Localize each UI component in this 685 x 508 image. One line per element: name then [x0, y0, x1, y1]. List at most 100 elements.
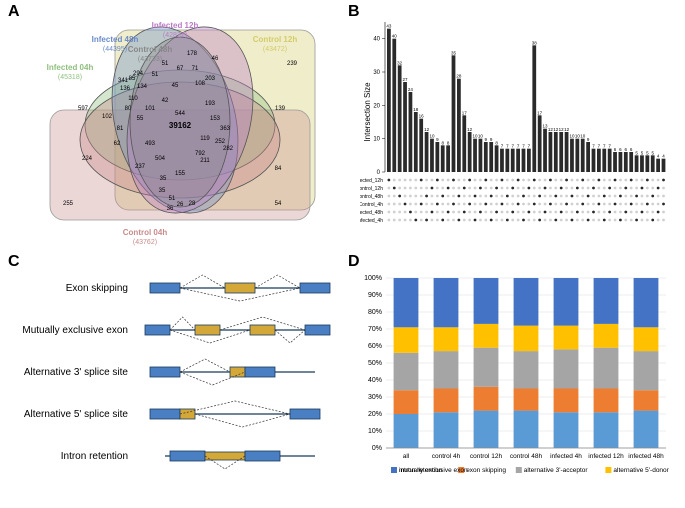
svg-text:(44395): (44395) [103, 46, 127, 53]
svg-text:70%: 70% [368, 326, 382, 333]
svg-text:7: 7 [608, 144, 611, 149]
svg-text:(42827): (42827) [163, 32, 187, 39]
svg-text:10: 10 [580, 134, 586, 139]
svg-text:35: 35 [160, 176, 167, 182]
svg-text:54: 54 [275, 201, 282, 207]
svg-text:16: 16 [419, 114, 425, 119]
svg-text:178: 178 [187, 51, 198, 57]
svg-text:5: 5 [651, 150, 654, 155]
svg-text:55: 55 [137, 116, 144, 122]
svg-text:(43472): (43472) [263, 46, 287, 53]
svg-text:239: 239 [287, 61, 298, 67]
svg-text:5: 5 [635, 150, 638, 155]
svg-text:(43733): (43733) [138, 56, 162, 63]
svg-text:7: 7 [511, 144, 514, 149]
svg-text:193: 193 [205, 101, 216, 107]
svg-text:Control_12h: Control_12h [360, 186, 383, 192]
svg-text:9: 9 [490, 137, 493, 142]
svg-text:0%: 0% [372, 445, 382, 452]
svg-text:46: 46 [212, 56, 219, 62]
svg-text:control 12h: control 12h [470, 453, 503, 460]
svg-text:6: 6 [630, 147, 633, 152]
splice-row: Exon skipping [10, 268, 340, 308]
svg-text:282: 282 [223, 146, 234, 152]
svg-text:5: 5 [641, 150, 644, 155]
upset-plot: 0102030404340322724181612109883528171210… [360, 12, 680, 252]
svg-text:38: 38 [532, 40, 538, 45]
svg-text:363: 363 [220, 126, 231, 132]
svg-text:12: 12 [424, 127, 430, 132]
svg-text:7: 7 [528, 144, 531, 149]
svg-text:infected 48h: infected 48h [628, 453, 664, 460]
svg-text:341: 341 [118, 78, 129, 84]
svg-text:80%: 80% [368, 309, 382, 316]
panel-label-a: A [8, 3, 20, 21]
svg-text:7: 7 [603, 144, 606, 149]
svg-text:(45318): (45318) [58, 74, 82, 81]
splice-type-label: Intron retention [10, 451, 140, 462]
svg-text:6: 6 [625, 147, 628, 152]
svg-text:infected 4h: infected 4h [550, 453, 582, 460]
svg-text:0: 0 [377, 170, 381, 176]
svg-text:5: 5 [646, 150, 649, 155]
svg-text:294: 294 [133, 71, 144, 77]
svg-text:30%: 30% [368, 394, 382, 401]
svg-text:51: 51 [169, 196, 176, 202]
svg-text:all: all [403, 453, 410, 460]
svg-text:101: 101 [145, 106, 156, 112]
svg-text:20%: 20% [368, 411, 382, 418]
svg-text:10: 10 [373, 137, 380, 143]
splice-row: Alternative 3' splice site [10, 352, 340, 392]
intersection-size-label: Intersection Size [363, 82, 372, 142]
splice-type-label: Mutually exclusive exon [10, 325, 140, 336]
svg-text:control 4h: control 4h [432, 453, 461, 460]
svg-text:100%: 100% [364, 275, 382, 282]
svg-text:43: 43 [386, 24, 392, 29]
svg-text:84: 84 [275, 166, 282, 172]
svg-text:infected 12h: infected 12h [588, 453, 624, 460]
svg-text:71: 71 [192, 66, 199, 72]
svg-text:4: 4 [657, 154, 660, 159]
svg-text:60%: 60% [368, 343, 382, 350]
svg-text:9: 9 [485, 137, 488, 142]
svg-text:40: 40 [373, 37, 380, 43]
svg-text:28: 28 [456, 74, 462, 79]
svg-text:12: 12 [467, 127, 473, 132]
svg-text:4: 4 [662, 154, 665, 159]
svg-text:36: 36 [167, 206, 174, 212]
svg-text:10%: 10% [368, 428, 382, 435]
svg-text:mutually exclusive exon: mutually exclusive exon [399, 467, 468, 474]
svg-text:7: 7 [598, 144, 601, 149]
svg-text:Infected 48h: Infected 48h [92, 35, 139, 44]
svg-text:7: 7 [517, 144, 520, 149]
svg-text:9: 9 [436, 137, 439, 142]
svg-text:7: 7 [522, 144, 525, 149]
svg-text:102: 102 [102, 114, 113, 120]
svg-text:alternative 3'-acceptor: alternative 3'-acceptor [524, 467, 589, 474]
svg-text:35: 35 [159, 188, 166, 194]
svg-text:110: 110 [128, 96, 138, 102]
svg-text:504: 504 [155, 156, 166, 162]
svg-text:153: 153 [210, 116, 221, 122]
svg-text:119: 119 [200, 136, 210, 142]
svg-text:6: 6 [619, 147, 622, 152]
svg-text:35: 35 [451, 50, 457, 55]
splice-type-label: Alternative 3' splice site [10, 367, 140, 378]
svg-text:67: 67 [177, 66, 184, 72]
svg-text:237: 237 [135, 164, 146, 170]
svg-text:Infected_4h: Infected_4h [360, 218, 383, 224]
svg-text:6: 6 [614, 147, 617, 152]
svg-text:Control 48h: Control 48h [128, 45, 173, 54]
svg-text:10: 10 [478, 134, 484, 139]
svg-text:40: 40 [392, 34, 398, 39]
svg-text:51: 51 [152, 72, 159, 78]
svg-text:224: 224 [82, 156, 93, 162]
svg-text:8: 8 [441, 140, 444, 145]
svg-text:7: 7 [592, 144, 595, 149]
splice-type-label: Alternative 5' splice site [10, 409, 140, 420]
svg-text:Control 04h: Control 04h [123, 228, 168, 237]
splice-row: Alternative 5' splice site [10, 394, 340, 434]
svg-text:10: 10 [429, 134, 435, 139]
svg-text:24: 24 [408, 87, 414, 92]
svg-text:493: 493 [145, 141, 156, 147]
